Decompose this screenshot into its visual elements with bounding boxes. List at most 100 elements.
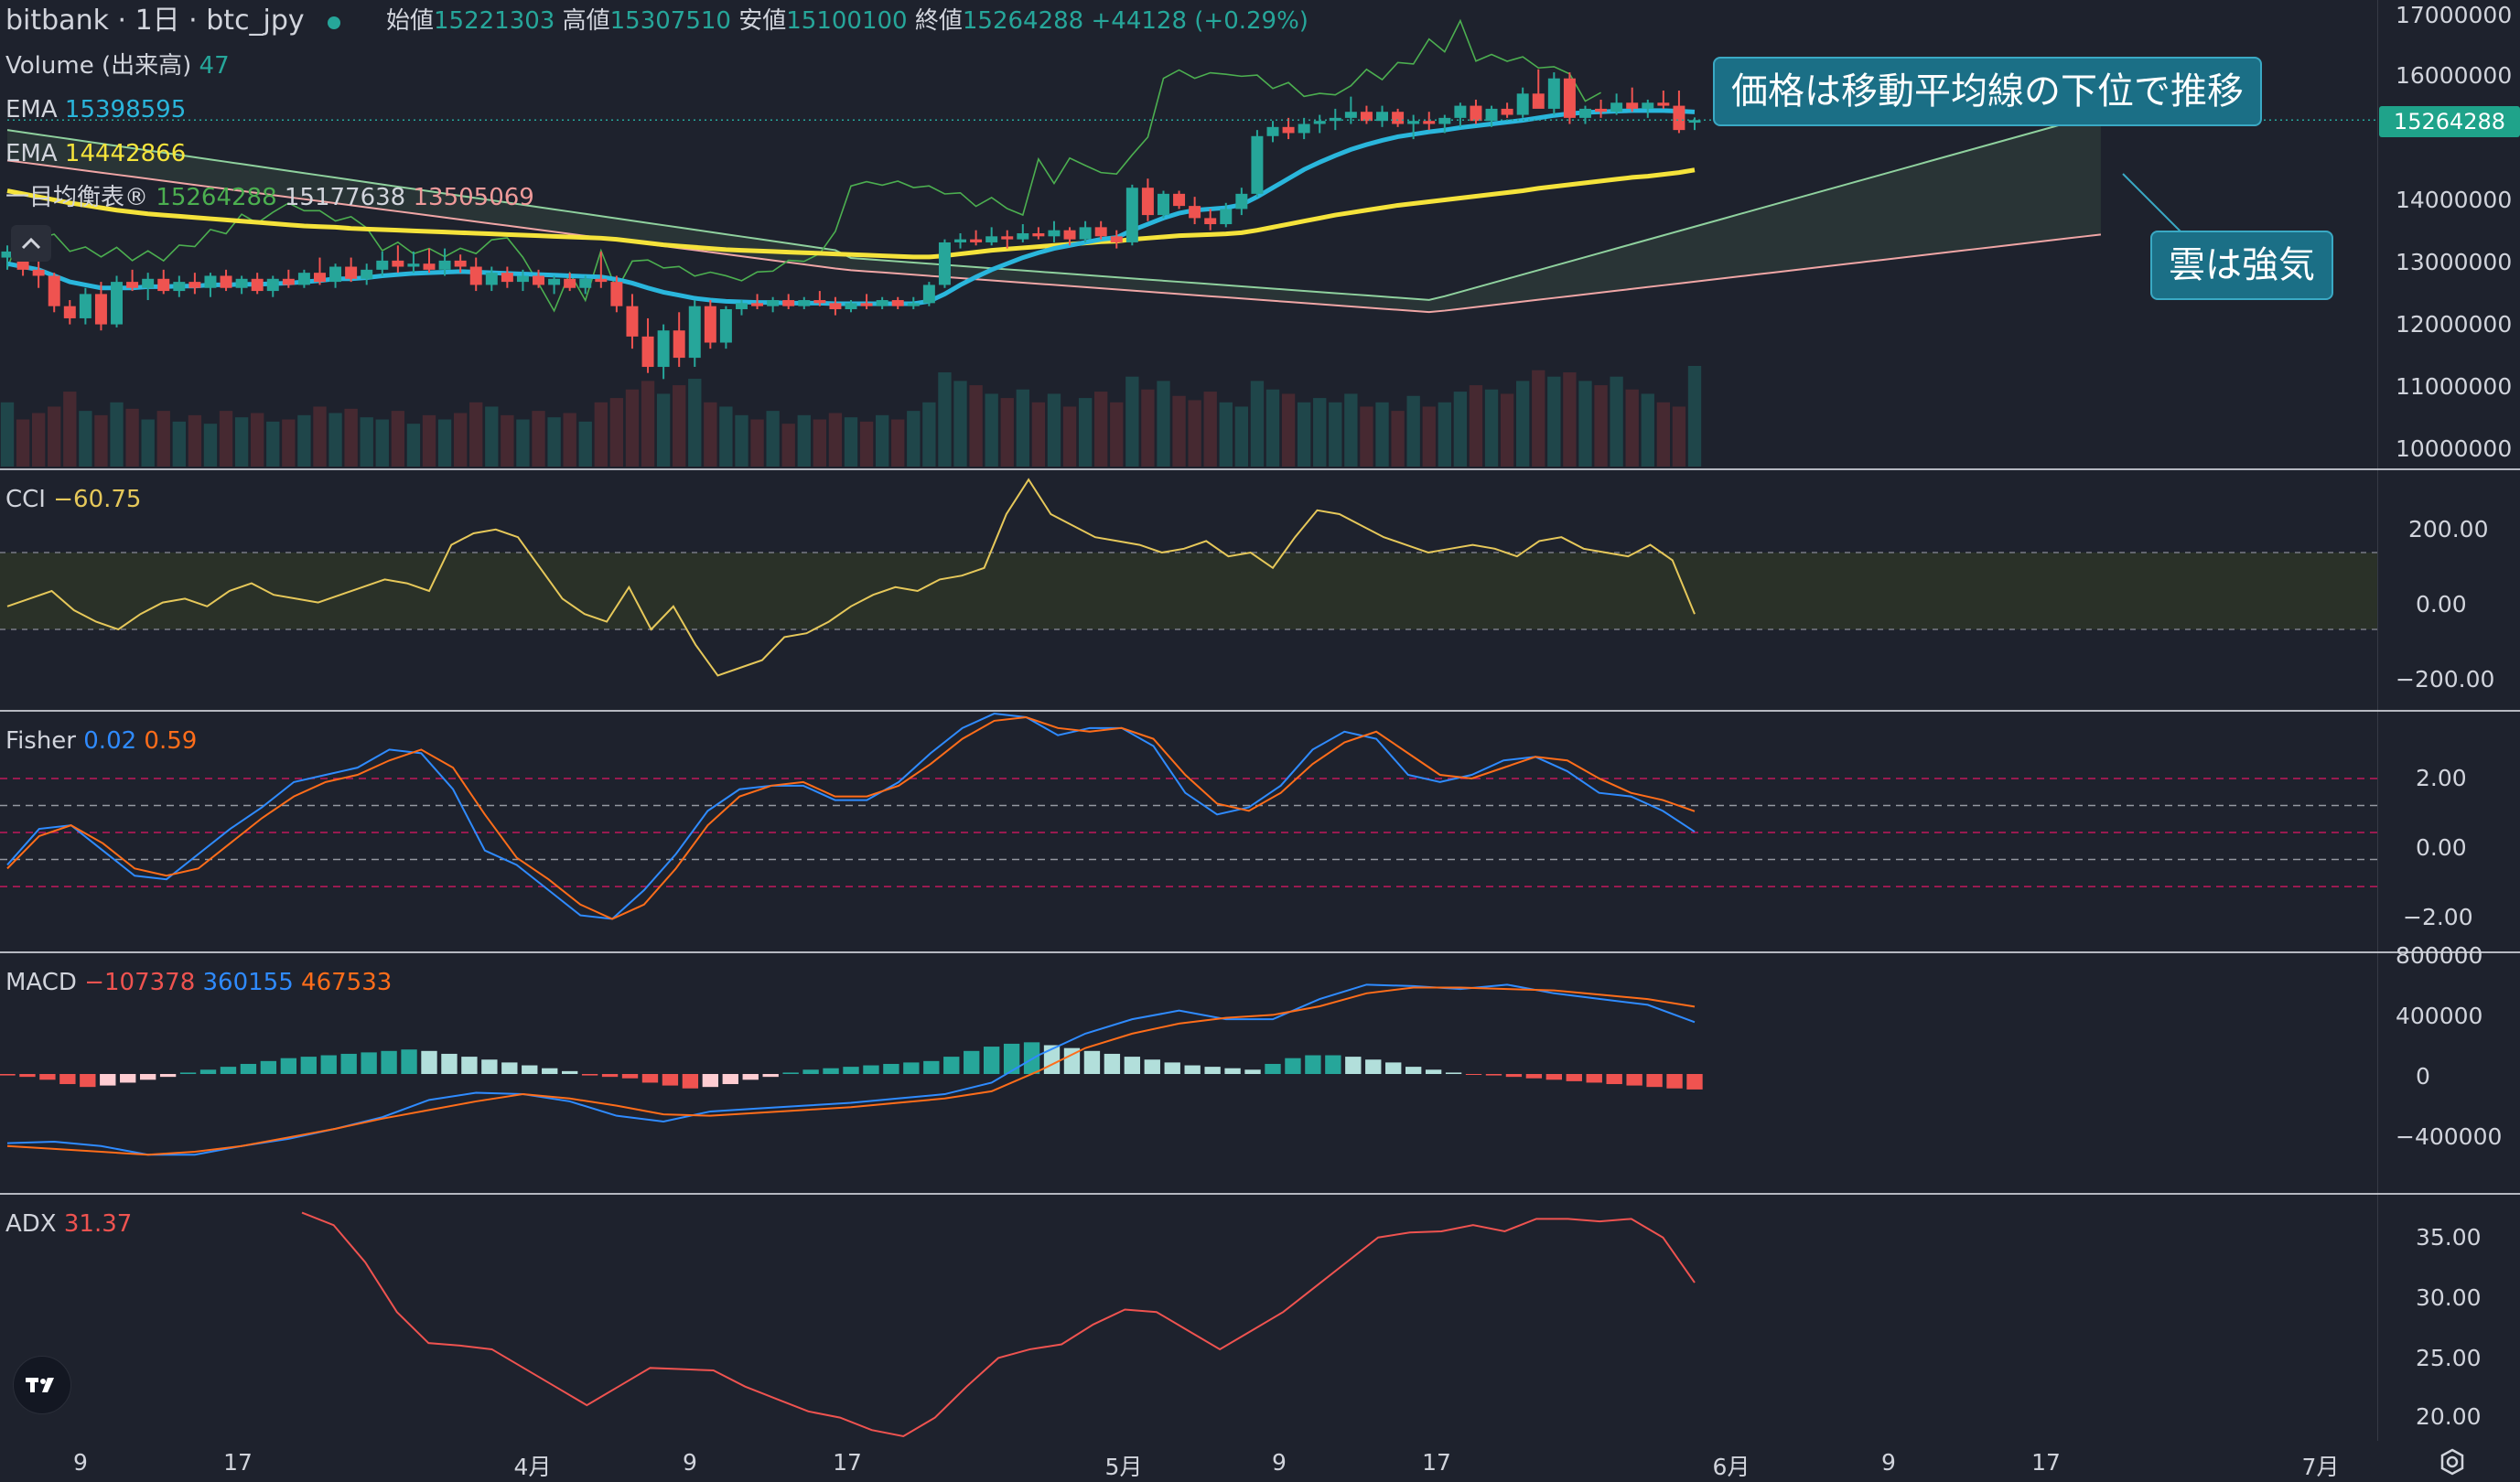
- candle-body: [1017, 233, 1029, 240]
- open-value: 15221303: [434, 7, 555, 35]
- candle-body: [1173, 193, 1186, 207]
- price-tick: 11000000: [2396, 373, 2513, 400]
- volume-bar: [547, 417, 561, 467]
- volume-bar: [1219, 402, 1233, 467]
- volume-bar: [156, 411, 170, 467]
- adx-tick: 30.00: [2416, 1284, 2482, 1311]
- fisher-legend[interactable]: Fisher 0.02 0.59: [5, 726, 197, 756]
- candle-body: [173, 282, 186, 292]
- candle-body: [1563, 78, 1576, 118]
- volume-bar: [48, 406, 61, 467]
- pane-separator-adx[interactable]: [0, 1193, 2520, 1195]
- time-tick: 7月: [2301, 1454, 2340, 1480]
- time-tick: 9: [683, 1449, 697, 1476]
- volume-bar: [1500, 393, 1514, 467]
- callout-price-below-ma[interactable]: 価格は移動平均線の下位で推移: [1713, 57, 2262, 126]
- chevron-up-icon: [21, 237, 41, 250]
- time-tick: 6月: [1712, 1454, 1750, 1480]
- volume-bar: [1344, 393, 1358, 467]
- volume-bar: [938, 372, 952, 467]
- macd-histogram-bar: [139, 1074, 156, 1080]
- volume-bar: [437, 419, 452, 467]
- volume-bar: [469, 402, 483, 467]
- symbol-title[interactable]: bitbank · 1日 · btc_jpy: [5, 5, 305, 37]
- fisher-line: [6, 715, 1696, 920]
- volume-bar: [1656, 402, 1671, 467]
- candle-body: [860, 303, 873, 306]
- macd-histogram-bar: [280, 1058, 297, 1074]
- candle-body: [1360, 112, 1373, 122]
- candle-body: [1547, 78, 1560, 109]
- volume-bar: [219, 411, 233, 467]
- candle-body: [1032, 233, 1045, 237]
- volume-bar: [313, 406, 327, 467]
- macd-legend[interactable]: MACD −107378 360155 467533: [5, 968, 392, 997]
- callout-cloud-bullish[interactable]: 雲は強気: [2150, 231, 2333, 300]
- macd-histogram-bar: [240, 1063, 257, 1074]
- ichimoku-legend[interactable]: 一目均衡表® 15264288 15177638 13505069: [5, 183, 534, 212]
- volume-bar: [594, 402, 608, 467]
- candle-body: [1110, 236, 1123, 242]
- volume-bar: [1391, 411, 1405, 467]
- candle-body: [1329, 117, 1341, 122]
- time-tick: 5月: [1104, 1454, 1143, 1480]
- chart-settings-button[interactable]: [2434, 1444, 2471, 1480]
- volume-bar: [94, 414, 108, 467]
- candle-body: [1048, 230, 1061, 237]
- volume-bar: [141, 419, 155, 467]
- volume-bar: [1281, 393, 1296, 467]
- adx-legend[interactable]: ADX 31.37: [5, 1209, 132, 1239]
- volume-legend[interactable]: Volume (出来高) 47: [5, 51, 230, 81]
- adx-tick: 25.00: [2416, 1345, 2482, 1371]
- price-tick: 13000000: [2396, 249, 2513, 275]
- pane-separator-fisher[interactable]: [0, 710, 2520, 712]
- pane-separator-cci[interactable]: [0, 468, 2520, 470]
- pane-separator-macd[interactable]: [0, 951, 2520, 953]
- candle-body: [63, 306, 76, 318]
- volume-bar: [1110, 402, 1124, 467]
- candle-body: [751, 303, 764, 306]
- macd-histogram-bar: [1646, 1074, 1663, 1088]
- ema-slow-legend[interactable]: EMA 14442866: [5, 139, 186, 168]
- adx-label: ADX: [5, 1210, 57, 1238]
- volume-bar: [251, 413, 264, 467]
- candle-body: [829, 303, 842, 309]
- macd-histogram-bar: [883, 1063, 899, 1074]
- candle-body: [1141, 188, 1154, 216]
- open-label: 始値: [386, 7, 435, 35]
- candle-body: [876, 300, 888, 306]
- cci-tick: 200.00: [2408, 516, 2489, 542]
- macd-histogram-bar: [1465, 1074, 1482, 1075]
- fisher-line: [6, 713, 1696, 920]
- cci-label: CCI: [5, 486, 46, 513]
- macd-histogram-bar: [1545, 1074, 1563, 1080]
- time-tick: 17: [1422, 1449, 1451, 1476]
- ema-fast-value: 15398595: [64, 96, 187, 124]
- candle-body: [1235, 193, 1248, 209]
- candle-body: [266, 278, 279, 292]
- volume-bar: [656, 393, 671, 467]
- adx-tick: 35.00: [2416, 1224, 2482, 1251]
- volume-bar: [1484, 389, 1499, 467]
- cci-legend[interactable]: CCI −60.75: [5, 485, 141, 514]
- collapse-legend-button[interactable]: [11, 225, 51, 262]
- tv-logo-icon: [26, 1378, 54, 1392]
- fisher-tick: 2.00: [2416, 765, 2467, 791]
- volume-bar: [766, 411, 780, 467]
- tradingview-logo[interactable]: [13, 1356, 71, 1414]
- ema-fast-legend[interactable]: EMA 15398595: [5, 95, 186, 124]
- candle-body: [954, 239, 967, 242]
- macd-histogram-bar: [1144, 1059, 1160, 1074]
- macd-histogram-bar: [722, 1074, 738, 1085]
- candle-body: [626, 306, 639, 337]
- macd-histogram-bar: [782, 1072, 799, 1074]
- volume-bar: [875, 414, 889, 467]
- macd-histogram-bar: [481, 1059, 498, 1074]
- candle-body: [1470, 105, 1482, 122]
- ichimoku-lagging-span: [6, 18, 1601, 313]
- candle-body: [1532, 93, 1545, 109]
- macd-histogram-bar: [943, 1057, 960, 1074]
- macd-histogram-bar: [1385, 1062, 1402, 1074]
- candle-body: [1157, 193, 1169, 216]
